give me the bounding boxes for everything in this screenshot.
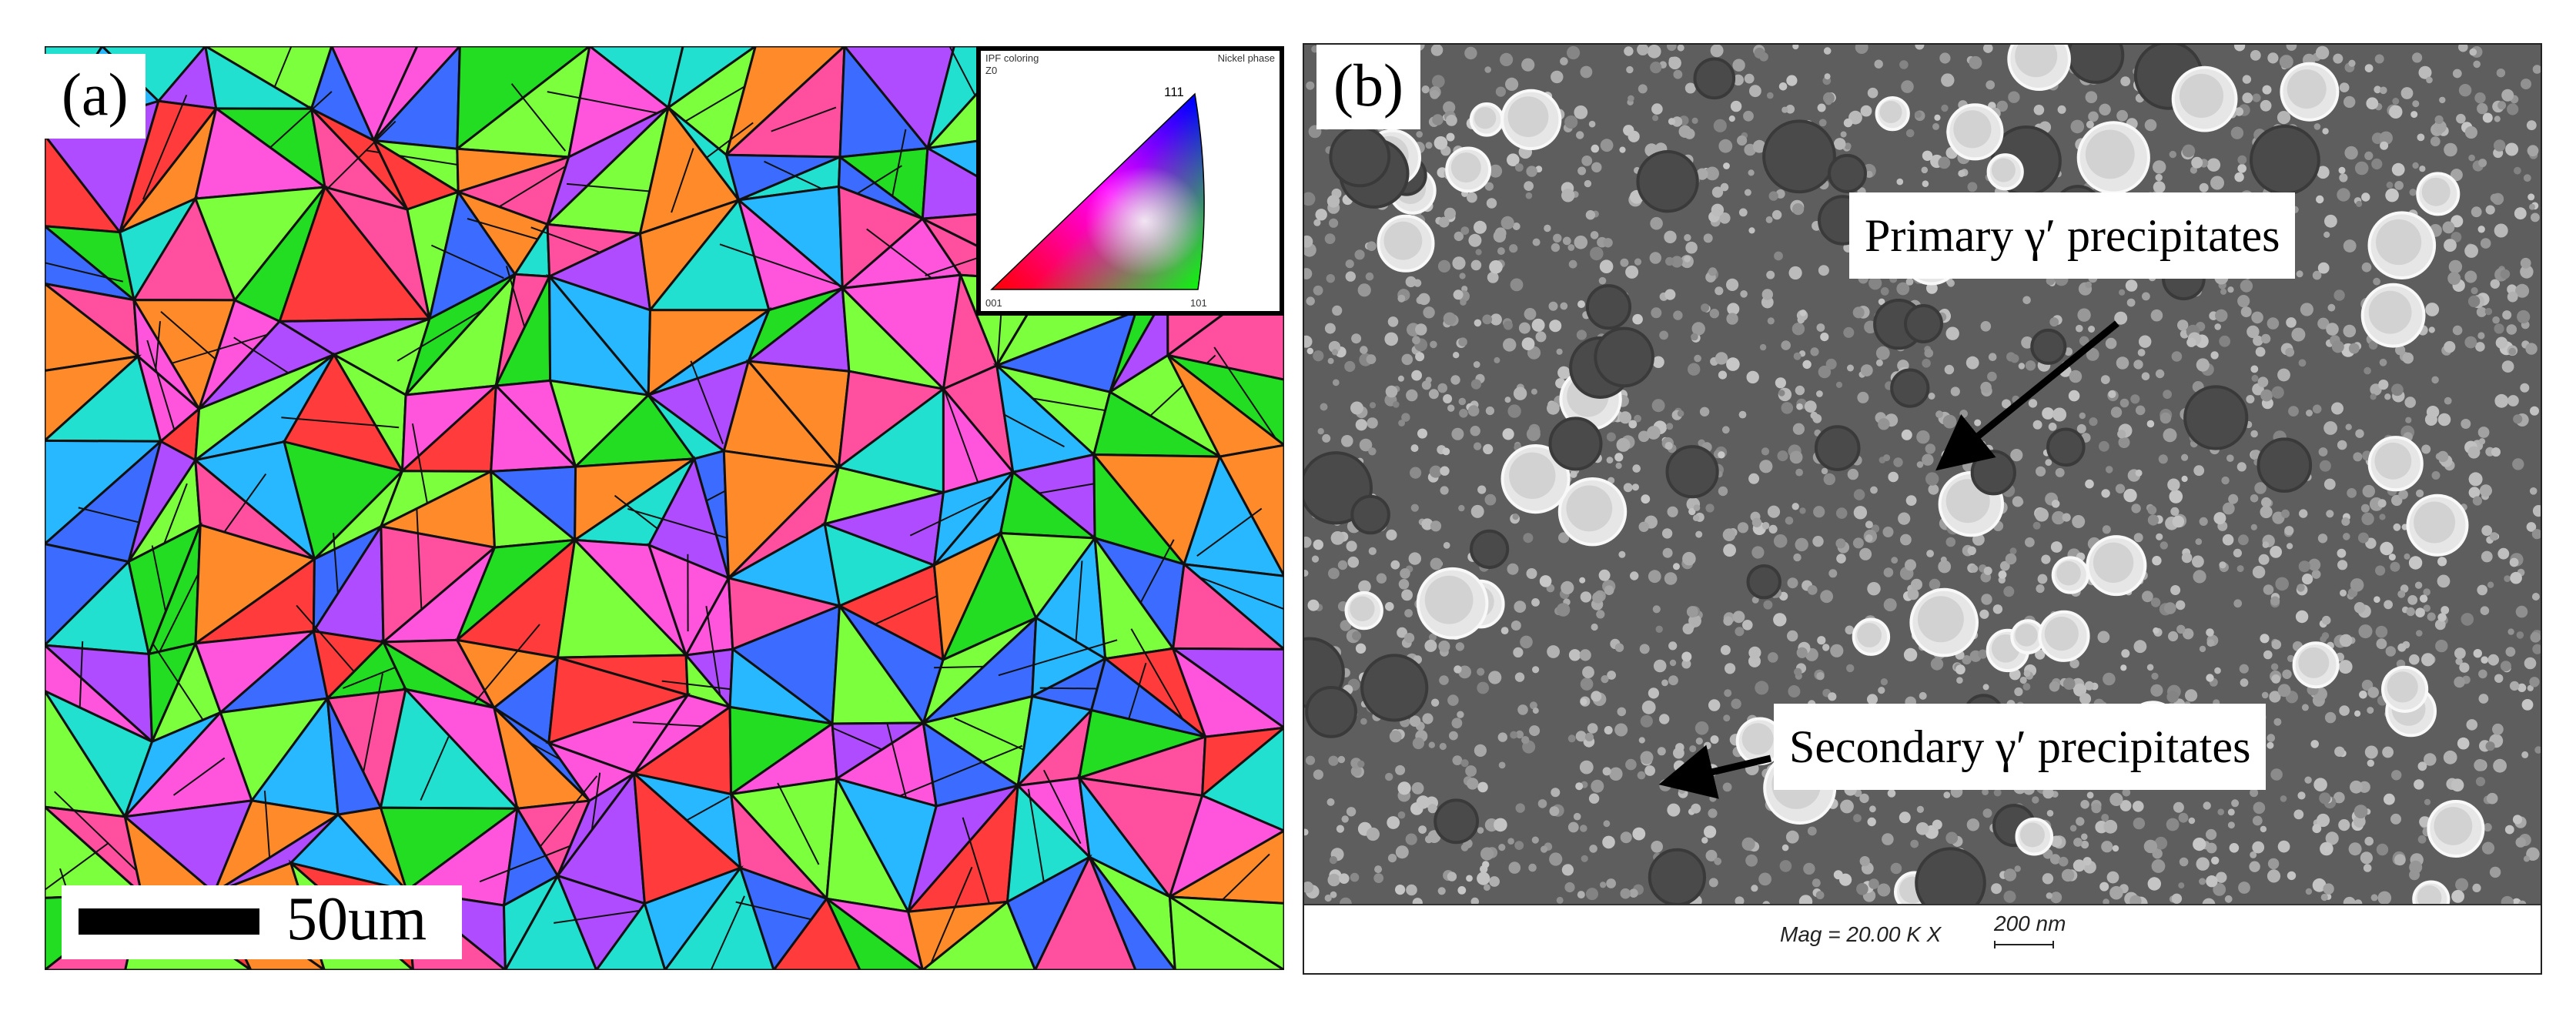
sem-micrograph: (b) Mag = 20.00 K X 200 nm	[1303, 43, 2542, 975]
sem-info-bar: Mag = 20.00 K X 200 nm	[1304, 904, 2541, 973]
ipf-corner-111: 111	[1164, 85, 1184, 99]
sem-scale-text: 200 nm	[1994, 912, 2066, 935]
ipf-corner-101: 101	[1190, 297, 1207, 309]
panel-a-label: (a)	[45, 54, 146, 139]
panel-b-label: (b)	[1316, 45, 1420, 129]
scale-bar-line	[79, 908, 259, 935]
callout-secondary-precipitates: Secondary γ′ precipitates	[1774, 704, 2267, 790]
ipf-corner-001: 001	[985, 297, 1002, 309]
callout-primary-precipitates: Primary γ′ precipitates	[1849, 192, 2296, 279]
ipf-color-legend: IPF coloring Z0 Nickel phase	[976, 46, 1284, 316]
scale-bar-a: 50um	[62, 885, 462, 959]
sem-scale-bar	[1994, 941, 2054, 948]
ipf-header-left-sub: Z0	[985, 65, 998, 76]
ipf-header-right: Nickel phase	[1217, 52, 1275, 64]
scale-bar-text: 50um	[286, 885, 427, 953]
sem-image	[1304, 45, 2541, 905]
sem-magnification: Mag = 20.00 K X	[1780, 922, 1942, 946]
ipf-header-left: IPF coloring	[985, 52, 1039, 64]
ebsd-orientation-map: (a) 50um IPF coloring Z0 Nickel phase	[45, 46, 1284, 970]
ipf-triangle-graphic	[990, 92, 1205, 290]
